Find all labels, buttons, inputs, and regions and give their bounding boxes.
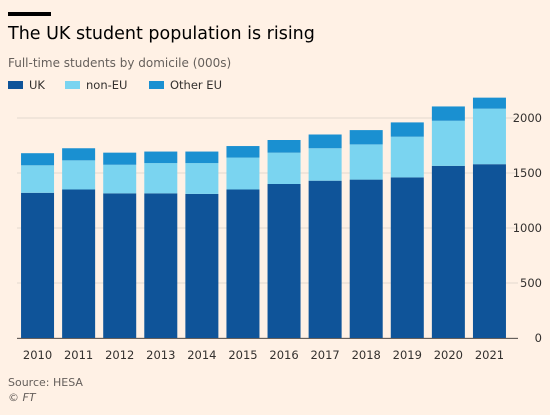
x-tick-label-2015: 2015 [228,348,257,362]
bar-uk-2016 [267,184,301,338]
x-tick-label-2017: 2017 [310,348,339,362]
chart-subtitle: Full-time students by domicile (000s) [8,56,232,70]
bar-non-eu-2018 [349,144,383,180]
x-tick-label-2014: 2014 [187,348,216,362]
x-tick-label-2019: 2019 [393,348,422,362]
bar-non-eu-2016 [267,152,301,184]
x-tick-label-2021: 2021 [475,348,504,362]
bar-uk-2021 [472,164,506,338]
x-tick-label-2020: 2020 [434,348,463,362]
bar-other-eu-2016 [267,140,301,153]
bar-other-eu-2012 [103,152,137,165]
x-tick-label-2018: 2018 [352,348,381,362]
x-tick-label-2012: 2012 [105,348,134,362]
bar-other-eu-2017 [308,134,342,149]
bar-non-eu-2017 [308,148,342,181]
bar-non-eu-2021 [472,108,506,165]
legend-swatch-uk [8,81,23,89]
bar-uk-2018 [349,179,383,338]
bar-uk-2010 [21,192,55,338]
y-tick-label-2000: 2000 [513,111,542,125]
bar-other-eu-2014 [185,151,219,164]
bar-other-eu-2021 [472,97,506,109]
bar-non-eu-2020 [431,120,465,166]
legend-label-other-eu: Other EU [170,78,222,92]
y-tick-label-1500: 1500 [513,166,542,180]
bar-non-eu-2011 [62,160,96,190]
bar-non-eu-2015 [226,157,260,190]
legend-label-non-eu: non-EU [86,78,128,92]
bar-uk-2020 [431,165,465,338]
bar-non-eu-2010 [21,165,55,193]
x-tick-label-2011: 2011 [64,348,93,362]
bar-non-eu-2019 [390,136,424,178]
bar-uk-2012 [103,193,137,338]
bar-uk-2019 [390,177,424,338]
x-tick-label-2016: 2016 [269,348,298,362]
source-note: Source: HESA [8,376,83,389]
copyright-note: © FT [8,391,36,404]
legend-swatch-other-eu [149,81,164,89]
legend-label-uk: UK [29,78,45,92]
bar-uk-2015 [226,189,260,338]
bar-other-eu-2019 [390,122,424,137]
y-tick-label-1000: 1000 [513,221,542,235]
y-tick-label-500: 500 [520,276,542,290]
bar-uk-2014 [185,193,219,338]
x-tick-label-2013: 2013 [146,348,175,362]
bar-other-eu-2020 [431,106,465,121]
bar-non-eu-2013 [144,163,178,194]
bar-other-eu-2011 [62,148,96,161]
chart-title: The UK student population is rising [8,24,315,44]
ft-title-bar [8,12,51,16]
bar-uk-2017 [308,180,342,338]
legend-swatch-non-eu [65,81,80,89]
y-tick-label-0: 0 [535,331,542,345]
bar-non-eu-2014 [185,163,219,194]
bar-uk-2013 [144,193,178,338]
bar-other-eu-2015 [226,146,260,158]
bar-other-eu-2013 [144,151,178,164]
bar-other-eu-2018 [349,130,383,145]
bar-other-eu-2010 [21,153,55,166]
x-tick-label-2010: 2010 [23,348,52,362]
bar-non-eu-2012 [103,164,137,194]
bar-uk-2011 [62,189,96,338]
